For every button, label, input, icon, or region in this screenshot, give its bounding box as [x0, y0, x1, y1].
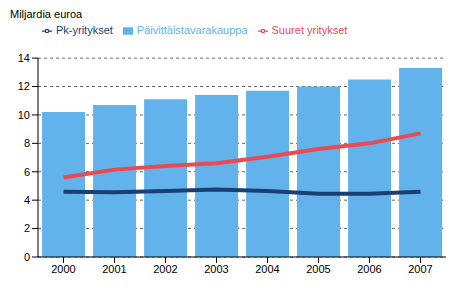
- svg-text:2006: 2006: [357, 263, 381, 275]
- svg-text:2007: 2007: [408, 263, 432, 275]
- svg-text:2003: 2003: [204, 263, 228, 275]
- html-text:Pk-yritykset: Pk-yritykset: [56, 24, 113, 36]
- html-text:Päivittäistavarakauppa: Päivittäistavarakauppa: [136, 24, 248, 36]
- svg-text:2001: 2001: [102, 263, 126, 275]
- html-text:Miljardia euroa: Miljardia euroa: [10, 8, 83, 20]
- svg-text:2005: 2005: [306, 263, 330, 275]
- svg-text:12: 12: [18, 80, 30, 92]
- html-text:Suuret yritykset: Suuret yritykset: [271, 24, 348, 36]
- svg-text:2: 2: [24, 222, 30, 234]
- svg-text:8: 8: [24, 137, 30, 149]
- svg-text:10: 10: [18, 109, 30, 121]
- svg-text:2002: 2002: [153, 263, 177, 275]
- svg-text:14: 14: [18, 52, 30, 64]
- svg-text:6: 6: [24, 166, 30, 178]
- svg-text:2004: 2004: [255, 263, 279, 275]
- svg-text:4: 4: [24, 194, 30, 206]
- svg-text:2000: 2000: [51, 263, 75, 275]
- svg-text:0: 0: [24, 251, 30, 263]
